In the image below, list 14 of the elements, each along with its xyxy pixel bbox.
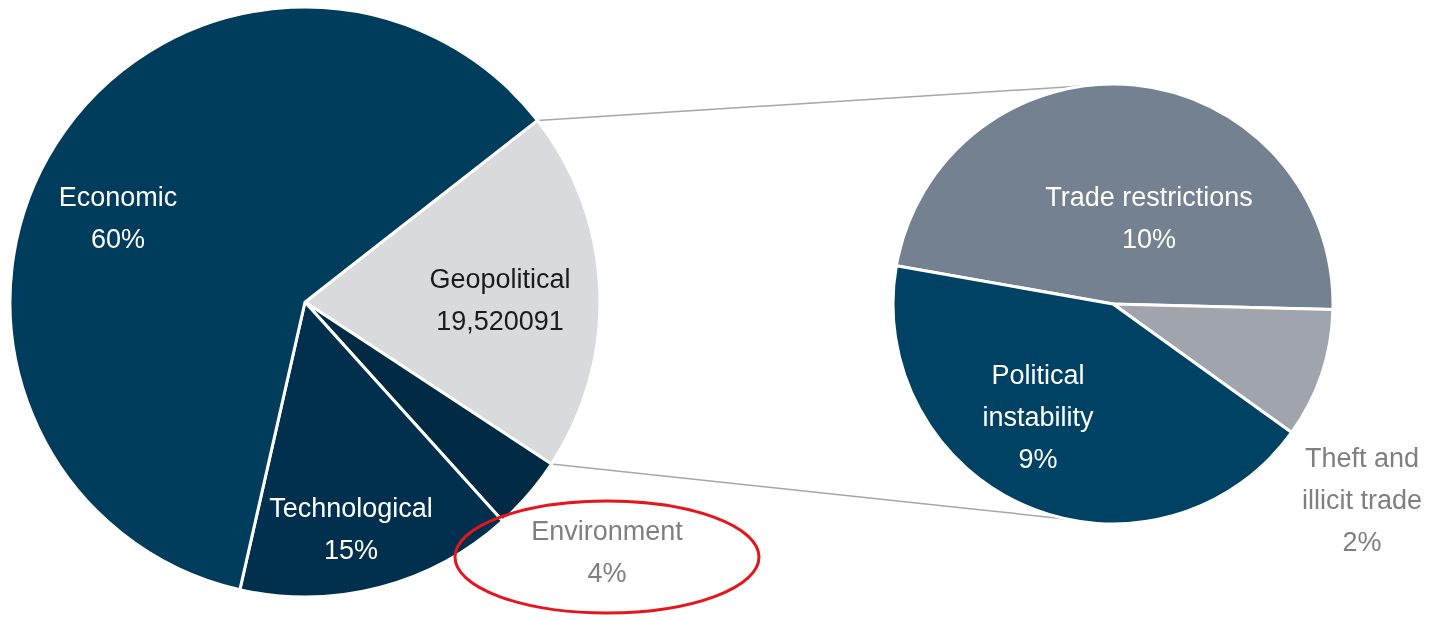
data-label: 2% — [1342, 527, 1382, 557]
slice-label: Economic — [58, 182, 178, 212]
slice-label: Technological — [269, 493, 433, 523]
slice-label: Political instability — [982, 360, 1095, 432]
data-label: 9% — [1018, 444, 1058, 474]
data-label: 60% — [90, 224, 146, 254]
slice-label: Theft and illicit trade — [1301, 443, 1423, 515]
slice-label: Trade restrictions — [1045, 182, 1253, 212]
data-label: 4% — [587, 558, 627, 588]
slice-label: Environment — [531, 516, 684, 546]
data-label: 19,520091 — [436, 306, 564, 336]
data-label: 10% — [1121, 224, 1177, 254]
data-label: 15% — [323, 535, 379, 565]
slice-label: Geopolitical — [429, 264, 571, 294]
